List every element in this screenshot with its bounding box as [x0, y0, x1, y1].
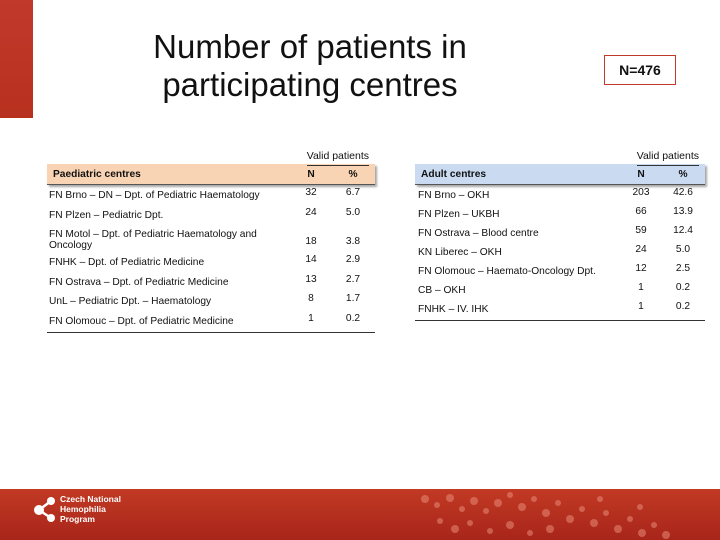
centre-name: FN Ostrava – Dpt. of Pediatric Medicine: [49, 276, 229, 288]
patient-percent: 0.2: [675, 282, 691, 293]
patient-count: 18: [305, 236, 317, 247]
table-header: Adult centres N %: [415, 164, 705, 185]
table-row: FN Motol – Dpt. of Pediatric Haematology…: [47, 226, 375, 254]
centre-name: FNHK – Dpt. of Pediatric Medicine: [49, 257, 205, 268]
hemophilia-program-logo-icon: [34, 497, 55, 522]
patient-count: 1: [308, 312, 314, 324]
patient-percent: 5.0: [345, 206, 361, 218]
centre-name: FN Brno – DN – Dpt. of Pediatric Haemato…: [49, 190, 260, 201]
program-name: Czech National Hemophilia Program: [60, 494, 121, 524]
patient-count: 203: [632, 187, 650, 198]
centre-name: FNHK – IV. IHK: [418, 304, 489, 315]
table-row: FN Ostrava – Blood centre 59 12.4: [415, 225, 705, 244]
table-row: FNHK – Dpt. of Pediatric Medicine 14 2.9: [47, 254, 375, 274]
decorative-dots: [421, 492, 670, 539]
table-row: FNHK – IV. IHK 1 0.2: [415, 301, 705, 320]
table-row: UnL – Pediatric Dpt. – Haematology 8 1.7: [47, 293, 375, 313]
adult-centres-table: Valid patients Adult centres N % FN Brno…: [415, 148, 705, 321]
table-row: FN Plzen – Pediatric Dpt. 24 5.0: [47, 207, 375, 227]
valid-patients-label: Valid patients: [47, 148, 375, 166]
page-title: Number of patients in participating cent…: [90, 28, 530, 104]
header-centre-name: Paediatric centres: [53, 168, 141, 180]
footer-bar: Czech National Hemophilia Program: [0, 489, 720, 540]
patient-percent: 42.6: [673, 187, 693, 198]
total-patients-badge: N=476: [604, 55, 676, 85]
patient-count: 32: [305, 187, 317, 198]
paediatric-centres-table: Valid patients Paediatric centres N % FN…: [47, 148, 375, 333]
patient-percent: 2.7: [345, 273, 361, 285]
patient-percent: 6.7: [345, 187, 361, 198]
patient-count: 24: [305, 206, 317, 218]
patient-count: 14: [305, 254, 317, 265]
table-row: KN Liberec – OKH 24 5.0: [415, 244, 705, 263]
patient-count: 59: [635, 225, 647, 236]
patient-percent: 2.9: [345, 254, 361, 265]
table-row: FN Olomouc – Haemato-Oncology Dpt. 12 2.…: [415, 263, 705, 282]
table-row: FN Plzen – UKBH 66 13.9: [415, 206, 705, 225]
centre-name: FN Olomouc – Dpt. of Pediatric Medicine: [49, 315, 234, 327]
patient-count: 13: [305, 273, 317, 285]
header-percent: %: [678, 168, 688, 180]
header-centre-name: Adult centres: [421, 168, 487, 180]
centre-name: UnL – Pediatric Dpt. – Haematology: [49, 296, 212, 307]
patient-percent: 12.4: [673, 225, 693, 236]
patient-percent: 3.8: [345, 236, 361, 247]
table-row: FN Brno – DN – Dpt. of Pediatric Haemato…: [47, 187, 375, 207]
patient-count: 8: [308, 293, 314, 304]
patient-count: 24: [635, 244, 647, 255]
valid-patients-label: Valid patients: [415, 148, 705, 166]
table-header: Paediatric centres N %: [47, 164, 375, 185]
table-row: CB – OKH 1 0.2: [415, 282, 705, 301]
table-row: FN Olomouc – Dpt. of Pediatric Medicine …: [47, 313, 375, 333]
centre-name: FN Brno – OKH: [418, 190, 490, 201]
patient-count: 66: [635, 206, 647, 217]
left-accent-bar: [0, 0, 33, 118]
patient-count: 12: [635, 263, 647, 274]
centre-name: FN Plzen – Pediatric Dpt.: [49, 209, 164, 221]
patient-count: 1: [638, 282, 644, 293]
centre-name: FN Plzen – UKBH: [418, 209, 500, 220]
table-bottom-rule: [415, 320, 705, 321]
table-bottom-rule: [47, 332, 375, 333]
header-n: N: [307, 168, 315, 180]
patient-percent: 0.2: [345, 312, 361, 324]
patient-percent: 0.2: [675, 301, 691, 312]
centre-name: FN Olomouc – Haemato-Oncology Dpt.: [418, 266, 596, 277]
patient-percent: 5.0: [675, 244, 691, 255]
header-percent: %: [348, 168, 358, 180]
patient-percent: 1.7: [345, 293, 361, 304]
patient-count: 1: [638, 301, 644, 312]
centre-name: FN Motol – Dpt. of Pediatric Haematology…: [49, 229, 257, 251]
patient-percent: 2.5: [675, 263, 691, 274]
header-n: N: [637, 168, 645, 180]
centre-name: CB – OKH: [418, 285, 466, 296]
table-row: FN Brno – OKH 203 42.6: [415, 187, 705, 206]
title-line-2: participating centres: [162, 66, 458, 103]
centre-name: FN Ostrava – Blood centre: [418, 228, 539, 239]
table-row: FN Ostrava – Dpt. of Pediatric Medicine …: [47, 274, 375, 294]
centre-name: KN Liberec – OKH: [418, 247, 502, 258]
patient-percent: 13.9: [673, 206, 693, 217]
title-line-1: Number of patients in: [153, 28, 467, 65]
